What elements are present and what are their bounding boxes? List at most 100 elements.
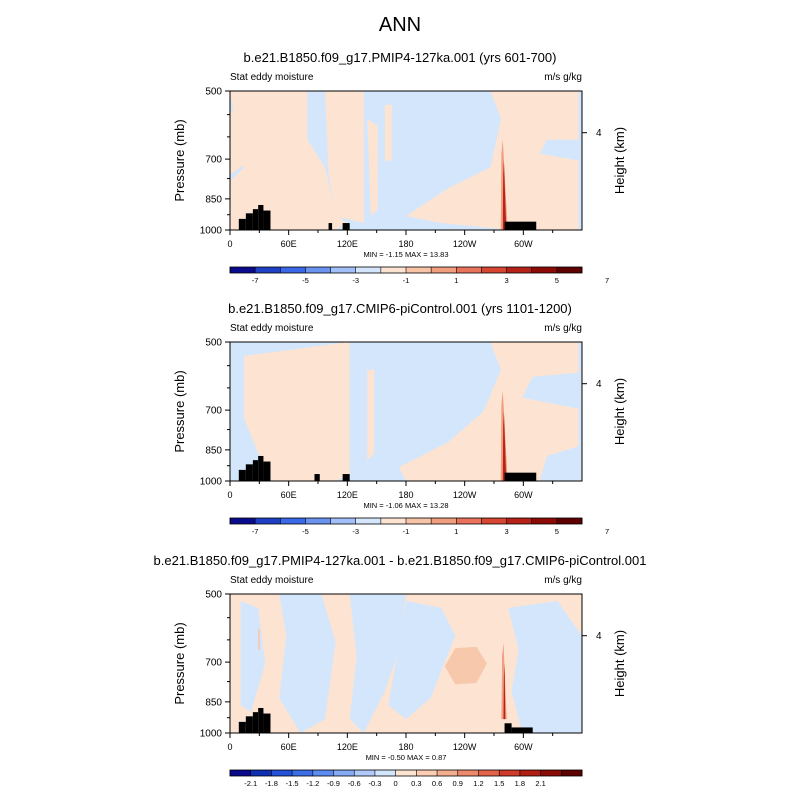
- panel-title: b.e21.B1850.f09_g17.CMIP6-piControl.001 …: [228, 301, 572, 316]
- colorbar-box: [333, 770, 355, 776]
- plume-core: [502, 160, 507, 230]
- colorbar-box: [431, 267, 457, 273]
- y-tick-label: 850: [205, 697, 222, 708]
- colorbar-box: [556, 518, 583, 524]
- colorbar-box: [355, 518, 382, 524]
- negative-contour: [349, 594, 406, 733]
- colorbar-label: 2.1: [535, 779, 545, 788]
- colorbar-box: [481, 267, 507, 273]
- colorbar-box: [456, 518, 482, 524]
- positive-contour-strong: [444, 646, 487, 685]
- contour-field: [230, 342, 582, 481]
- left-string: Stat eddy moisture: [230, 575, 314, 586]
- positive-contour: [367, 369, 375, 461]
- colorbar-label: 0: [394, 779, 398, 788]
- topography-mask: [245, 716, 253, 733]
- colorbar-box: [305, 267, 331, 273]
- y-tick-label: 1000: [200, 729, 223, 740]
- min-max-stats: MIN = -1.15 MAX = 13.83: [363, 250, 448, 259]
- x-tick-label: 180: [398, 490, 413, 500]
- colorbar-box: [519, 770, 541, 776]
- right-string: m/s g/kg: [544, 323, 582, 334]
- y-tick-label: 500: [205, 338, 222, 349]
- colorbar-box: [457, 770, 479, 776]
- positive-contour: [406, 91, 579, 230]
- colorbar-box: [374, 770, 396, 776]
- colorbar-label: 0.3: [411, 779, 421, 788]
- colorbar-box: [380, 518, 407, 524]
- colorbar-box: [312, 770, 334, 776]
- y-tick-label: 850: [205, 445, 222, 456]
- negative-contour: [508, 601, 582, 733]
- positive-contour: [399, 342, 579, 481]
- x-tick-label: 60E: [281, 490, 297, 500]
- contour-field: [230, 91, 582, 230]
- colorbar-box: [230, 518, 256, 524]
- topography-mask: [511, 727, 533, 733]
- topography-mask: [263, 461, 271, 481]
- colorbar-box: [355, 267, 382, 273]
- colorbar-label: 7: [605, 276, 609, 285]
- colorbar-label: 1.2: [473, 779, 483, 788]
- negative-contour: [240, 601, 266, 713]
- positive-contour-strong: [258, 628, 260, 650]
- colorbar-box: [330, 267, 357, 273]
- colorbar-box: [481, 518, 507, 524]
- colorbar-box: [280, 267, 306, 273]
- colorbar-label: 0.9: [453, 779, 463, 788]
- colorbar-label: -0.3: [368, 779, 381, 788]
- topography-mask: [504, 472, 537, 481]
- colorbar-frame: [229, 266, 583, 274]
- colorbar-label: -5: [302, 527, 309, 536]
- y-tick-label: 850: [205, 194, 222, 205]
- colorbar-box: [230, 770, 252, 776]
- y-tick-label: 500: [205, 590, 222, 601]
- y-tick-label: 1000: [200, 477, 223, 488]
- topography-mask: [314, 474, 320, 481]
- colorbar-box: [437, 770, 459, 776]
- colorbar-box: [354, 770, 376, 776]
- topography-mask: [252, 712, 259, 733]
- x-tick-label: 120E: [337, 239, 358, 249]
- x-tick-label: 60W: [514, 239, 533, 249]
- colorbar-label: -0.9: [327, 779, 340, 788]
- colorbar-label: -1.5: [286, 779, 299, 788]
- panel-1: b.e21.B1850.f09_g17.PMIP4-127ka.001 (yrs…: [172, 50, 627, 285]
- positive-contour: [384, 104, 392, 161]
- colorbar-label: 0.6: [432, 779, 442, 788]
- negative-contour: [279, 594, 336, 733]
- y2-axis-title: Height (km): [612, 378, 627, 445]
- colorbar-label: 7: [605, 527, 609, 536]
- y2-tick-label: 4: [596, 631, 602, 642]
- x-tick-label: 0: [227, 742, 232, 752]
- colorbar-label: -1: [403, 276, 410, 285]
- y-axis-title: Pressure (mb): [172, 370, 187, 452]
- y-tick-label: 1000: [200, 226, 223, 237]
- colorbar-label: -7: [252, 276, 259, 285]
- x-tick-label: 60W: [514, 742, 533, 752]
- x-tick-label: 180: [398, 742, 413, 752]
- min-max-stats: MIN = -0.50 MAX = 0.87: [366, 753, 447, 762]
- x-tick-label: 120E: [337, 490, 358, 500]
- topography-mask: [238, 469, 246, 481]
- positive-contour: [244, 342, 350, 481]
- colorbar-box: [478, 770, 500, 776]
- contour-field: [230, 594, 582, 733]
- colorbar-box: [230, 267, 256, 273]
- y2-axis-title: Height (km): [612, 127, 627, 194]
- colorbar-label: 3: [504, 276, 508, 285]
- colorbar-box: [292, 770, 314, 776]
- colorbar-box: [406, 267, 432, 273]
- colorbar-box: [431, 518, 457, 524]
- colorbar-box: [271, 770, 293, 776]
- topography-mask: [328, 223, 333, 230]
- colorbar-label: -0.6: [348, 779, 361, 788]
- y2-tick-label: 4: [596, 128, 602, 139]
- topography-mask: [342, 474, 350, 481]
- colorbar-label: 5: [555, 276, 559, 285]
- colorbar-box: [540, 770, 562, 776]
- colorbar-box: [330, 518, 357, 524]
- positive-contour: [367, 118, 378, 217]
- colorbar-box: [305, 518, 331, 524]
